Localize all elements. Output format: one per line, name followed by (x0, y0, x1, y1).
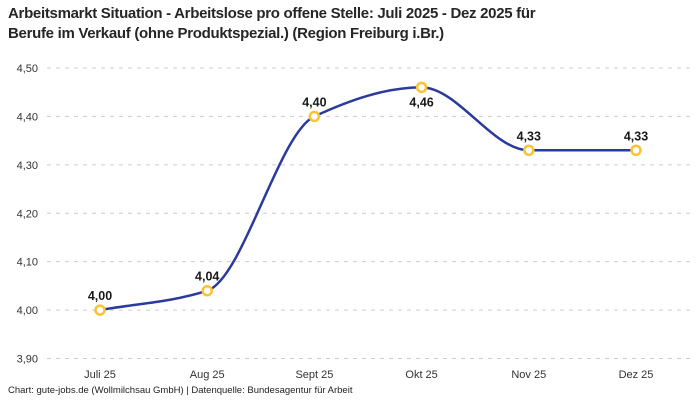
x-axis-tick-label: Aug 25 (190, 369, 225, 381)
chart-title-line1: Arbeitsmarkt Situation - Arbeitslose pro… (8, 5, 536, 22)
y-axis-tick-label: 4,30 (17, 160, 38, 172)
data-point-label: 4,33 (517, 129, 541, 143)
data-point-marker (630, 144, 642, 157)
data-point-label: 4,00 (88, 289, 112, 303)
series-line (98, 86, 638, 312)
data-point-label: 4,04 (195, 270, 219, 284)
x-axis-tick-label: Dez 25 (619, 369, 654, 381)
data-point-marker (523, 144, 535, 157)
chart-title-line2: Berufe im Verkauf (ohne Produktspezial.)… (8, 25, 444, 42)
y-axis-tick-label: 4,10 (17, 257, 38, 269)
chart-title: Arbeitsmarkt Situation - Arbeitslose pro… (8, 4, 692, 44)
x-axis-tick-label: Juli 25 (84, 369, 116, 381)
data-point-marker (308, 110, 321, 123)
y-axis-tick-label: 4,50 (17, 63, 38, 75)
data-point-label: 4,46 (409, 95, 433, 109)
data-point-marker (94, 304, 106, 316)
data-point-marker (201, 284, 213, 297)
y-axis-tick-label: 4,40 (17, 111, 38, 123)
x-axis-tick-label: Sept 25 (295, 369, 333, 381)
data-point-label: 4,40 (302, 95, 326, 109)
x-axis-tick-label: Okt 25 (405, 369, 437, 381)
y-axis-tick-label: 4,00 (17, 305, 38, 317)
data-point-label: 4,33 (624, 129, 648, 143)
chart-footer-credit: Chart: gute-jobs.de (Wollmilchsau GmbH) … (8, 385, 353, 396)
y-axis-tick-label: 3,90 (17, 354, 38, 366)
y-axis-tick-label: 4,20 (17, 208, 38, 220)
data-point-marker (415, 81, 428, 94)
x-axis-tick-label: Nov 25 (511, 369, 546, 381)
